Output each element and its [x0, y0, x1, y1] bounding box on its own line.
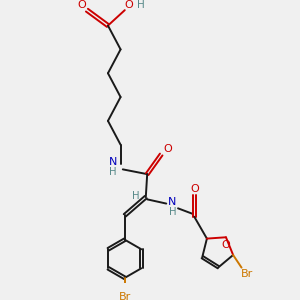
- Text: Br: Br: [118, 292, 131, 300]
- Text: Br: Br: [241, 269, 253, 279]
- Text: N: N: [109, 157, 117, 167]
- Text: H: H: [169, 207, 176, 217]
- Text: O: O: [190, 184, 199, 194]
- Text: N: N: [168, 197, 177, 207]
- Text: O: O: [163, 145, 172, 154]
- Text: O: O: [77, 0, 86, 11]
- Text: H: H: [137, 0, 145, 11]
- Text: O: O: [124, 0, 134, 11]
- Text: H: H: [109, 167, 116, 177]
- Text: H: H: [132, 191, 140, 201]
- Text: O: O: [222, 240, 230, 250]
